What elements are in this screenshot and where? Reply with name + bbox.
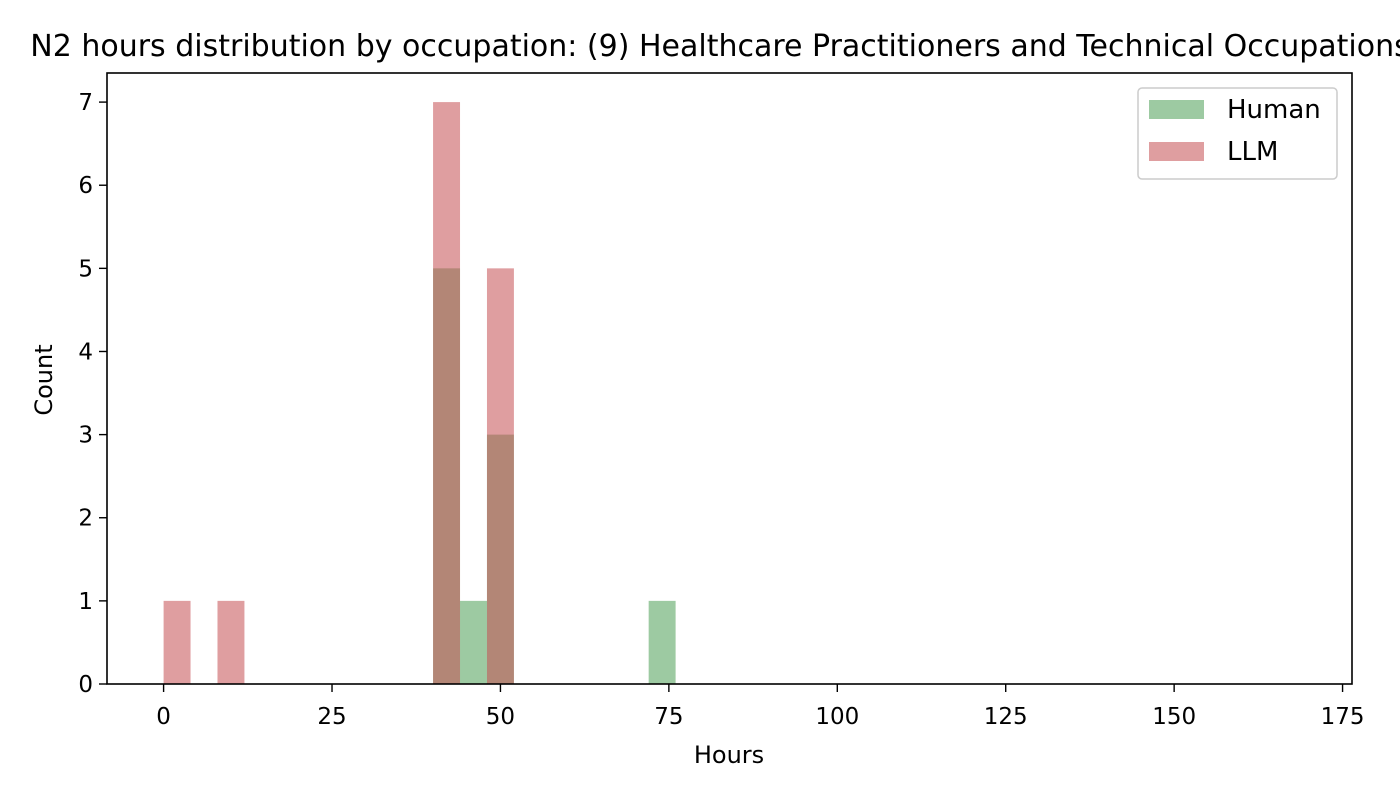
bar-llm-2	[433, 102, 461, 685]
x-axis-label: Hours	[694, 741, 764, 769]
bar-llm-0	[163, 600, 191, 684]
legend-label-human: Human	[1227, 95, 1321, 125]
y-tick-label: 4	[78, 339, 93, 365]
x-axis: 0 25 50 75 100 125 150 175	[156, 684, 1365, 730]
x-tick-label: 175	[1321, 704, 1365, 730]
bars-layer	[163, 102, 676, 685]
y-tick-label: 0	[78, 672, 93, 698]
x-tick-label: 150	[1152, 704, 1196, 730]
y-tick-label: 2	[78, 506, 93, 532]
x-tick-label: 0	[156, 704, 171, 730]
chart-title: N2 hours distribution by occupation: (9)…	[30, 29, 1400, 64]
legend-swatch-human	[1149, 100, 1204, 119]
y-tick-label: 5	[78, 256, 93, 282]
y-tick-label: 3	[78, 423, 93, 449]
x-tick-label: 50	[486, 704, 515, 730]
x-tick-label: 25	[317, 704, 346, 730]
legend: Human LLM	[1137, 87, 1338, 180]
y-axis: 0 1 2 3 4 5 6 7	[78, 90, 107, 698]
bar-llm-3	[486, 268, 514, 684]
x-tick-label: 125	[984, 704, 1028, 730]
y-axis-label: Count	[30, 344, 58, 415]
legend-swatch-llm	[1149, 142, 1204, 161]
x-tick-label: 75	[654, 704, 683, 730]
y-tick-label: 1	[78, 589, 93, 615]
bar-human-1	[460, 600, 487, 684]
plot-frame	[106, 72, 1353, 685]
y-tick-label: 6	[78, 173, 93, 199]
bar-human-3	[648, 600, 676, 684]
legend-label-llm: LLM	[1227, 137, 1278, 167]
bar-llm-1	[217, 600, 245, 684]
y-tick-label: 7	[78, 90, 93, 116]
x-tick-label: 100	[815, 704, 859, 730]
